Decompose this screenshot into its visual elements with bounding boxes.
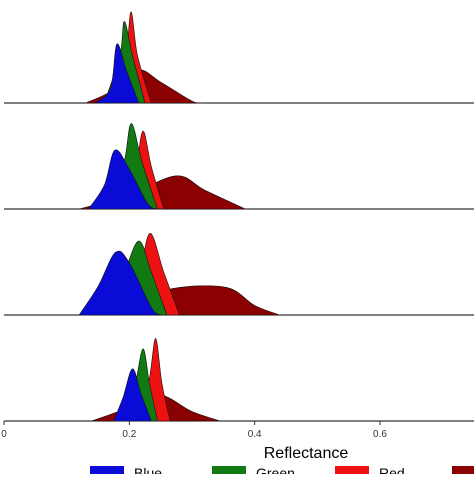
ridge-panel-2 xyxy=(4,123,474,210)
legend-item-green: Green xyxy=(212,465,295,479)
x-axis-title: Reflectance xyxy=(264,445,349,462)
density-area-blue xyxy=(88,149,161,210)
ridge-panel-4 xyxy=(4,338,474,422)
legend-swatch xyxy=(452,466,474,479)
legend-item-nir: NIR xyxy=(452,466,474,479)
legend-item-blue: Blue xyxy=(90,465,162,479)
legend-swatch xyxy=(212,466,246,479)
x-tick-label: 0.6 xyxy=(373,429,387,440)
legend-label: Blue xyxy=(134,465,162,474)
legend-swatch xyxy=(90,466,124,479)
x-tick-label: 0.4 xyxy=(248,429,262,440)
ridge-panel-1 xyxy=(4,11,474,104)
ridge-panel-3 xyxy=(4,232,474,316)
legend-swatch xyxy=(335,466,369,479)
legend-item-red: Red xyxy=(335,465,405,479)
x-tick-label: 0.2 xyxy=(122,429,136,440)
legend-label: Green xyxy=(256,465,295,474)
x-tick-label: 0 xyxy=(1,429,7,440)
legend-label: Red xyxy=(379,465,405,474)
density-area-blue xyxy=(78,250,162,316)
density-area-blue xyxy=(113,368,152,422)
density-area-blue xyxy=(94,43,140,104)
